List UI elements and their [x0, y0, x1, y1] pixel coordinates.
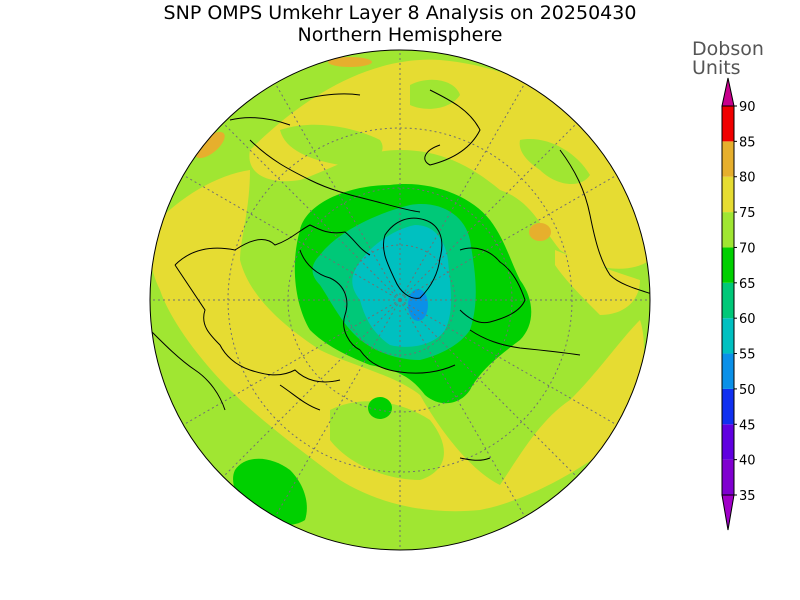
- colorbar-tick-label: 45: [739, 418, 756, 433]
- colorbar-swatch: [722, 424, 734, 460]
- hemisphere-border: [149, 49, 651, 551]
- contour-60-65-pocket: [368, 397, 392, 419]
- coastlines: [150, 89, 650, 461]
- colorbar-swatch: [722, 318, 734, 354]
- colorbar-unit-line2: Units: [692, 57, 741, 79]
- colorbar-tick-label: 35: [739, 489, 756, 504]
- map-subtitle: Northern Hemisphere: [297, 24, 503, 46]
- graticule: [150, 50, 650, 550]
- colorbar-swatch: [722, 106, 734, 142]
- colorbar-tick-label: 80: [739, 171, 756, 186]
- colorbar-tick-label: 55: [739, 348, 756, 363]
- colorbar-unit-line1: Dobson: [692, 38, 764, 60]
- contour-75-80: [195, 57, 551, 241]
- colorbar-swatch: [722, 282, 734, 319]
- colorbar-under-arrow: [721, 494, 735, 531]
- colorbar-tick-label: 60: [739, 312, 756, 327]
- contour-70-75: [150, 59, 650, 512]
- contour-50-55: [352, 225, 452, 347]
- colorbar-swatch: [722, 176, 734, 213]
- colorbar-tick-label: 70: [739, 241, 756, 256]
- colorbar-over-arrow: [721, 77, 735, 107]
- colorbar-tick-label: 75: [739, 206, 756, 221]
- colorbar-outline: [721, 105, 735, 496]
- contour-65-70-pockets: [280, 79, 590, 480]
- colorbar-swatch: [722, 459, 734, 495]
- colorbar-swatch: [722, 212, 734, 248]
- contour-45-50: [408, 289, 428, 321]
- colorbar-swatch: [722, 247, 734, 283]
- colorbar-tick-label: 65: [739, 277, 756, 292]
- colorbar-swatch: [722, 353, 734, 389]
- colorbar-tick-label: 90: [739, 100, 756, 115]
- colorbar-tick-label: 40: [739, 454, 756, 469]
- colorbar-unit-label: Dobson Units: [692, 40, 764, 78]
- colorbar-tick-label: 50: [739, 383, 756, 398]
- colorbar-tick-label: 85: [739, 135, 756, 150]
- colorbar-swatch: [722, 388, 734, 425]
- hemisphere-disk: [150, 50, 650, 550]
- map-title: SNP OMPS Umkehr Layer 8 Analysis on 2025…: [163, 2, 637, 24]
- colorbar: 35 40 45 50 55 60 65 70 75 80 85 90: [721, 77, 756, 531]
- colorbar-swatch: [722, 141, 734, 177]
